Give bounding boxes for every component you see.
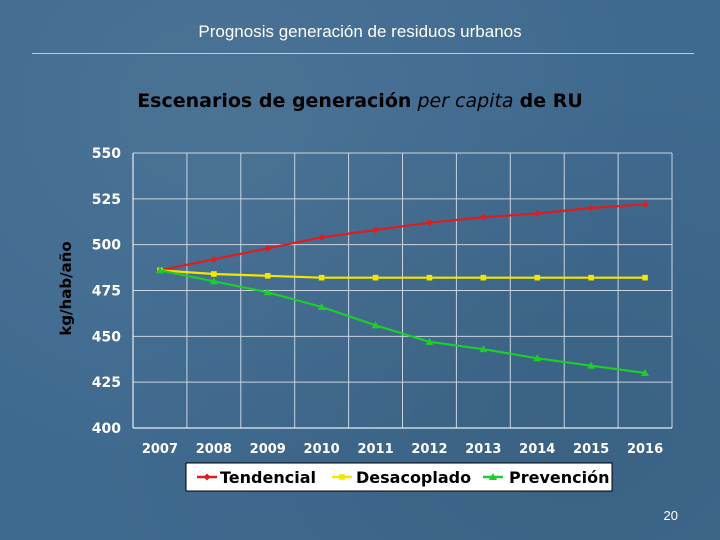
legend-item: Tendencial xyxy=(197,468,316,487)
data-point xyxy=(372,274,379,281)
legend-label: Tendencial xyxy=(220,468,316,487)
x-tick-label: 2009 xyxy=(250,442,286,457)
chart-title-main: Escenarios de generación xyxy=(137,90,412,112)
legend-label: Desacoplado xyxy=(356,468,471,487)
data-point xyxy=(425,337,434,345)
data-point xyxy=(479,213,487,221)
legend-item: Desacoplado xyxy=(332,468,471,487)
data-point xyxy=(264,244,272,252)
data-point xyxy=(479,345,488,353)
legend-marker xyxy=(339,474,345,480)
data-point xyxy=(155,266,164,274)
series-line xyxy=(159,269,646,375)
data-point xyxy=(533,210,541,217)
x-tick-label: 2008 xyxy=(196,442,232,457)
x-tick-label: 2014 xyxy=(519,442,555,457)
page-number: 20 xyxy=(663,508,678,523)
data-point xyxy=(371,321,380,329)
data-point xyxy=(641,369,650,376)
chart-title: Escenarios de generación per capita de R… xyxy=(0,90,720,112)
data-point xyxy=(263,288,272,296)
data-point xyxy=(318,274,325,281)
data-point xyxy=(264,273,271,279)
series-line xyxy=(159,203,646,272)
x-tick-label: 2013 xyxy=(465,442,501,457)
data-point xyxy=(641,200,649,208)
y-tick-label: 475 xyxy=(92,284,121,300)
data-point xyxy=(426,274,433,281)
data-point xyxy=(211,271,217,277)
x-tick-label: 2016 xyxy=(627,442,663,457)
data-point xyxy=(587,204,595,212)
x-tick-label: 2010 xyxy=(304,442,340,457)
data-point xyxy=(317,303,326,310)
y-tick-label: 500 xyxy=(92,238,121,254)
chart-title-italic: per capita xyxy=(417,90,514,112)
data-point xyxy=(534,274,541,281)
legend-marker xyxy=(489,473,497,480)
data-point xyxy=(642,274,648,281)
data-point xyxy=(209,277,218,285)
y-tick-label: 400 xyxy=(92,421,121,437)
data-point xyxy=(480,274,487,281)
y-tick-label: 550 xyxy=(92,146,121,162)
legend-box xyxy=(185,462,613,492)
legend-label: Prevención xyxy=(509,468,610,487)
legend-marker xyxy=(203,473,211,481)
data-point xyxy=(210,255,218,263)
data-point xyxy=(318,233,326,241)
series-prevención xyxy=(155,266,650,376)
legend: Tendencial Desacoplado Prevención xyxy=(185,462,613,492)
data-point xyxy=(588,274,594,281)
legend-item: Prevención xyxy=(483,468,610,487)
x-tick-label: 2012 xyxy=(411,442,447,457)
y-tick-label: 525 xyxy=(92,192,121,208)
x-tick-label: 2015 xyxy=(573,442,609,457)
x-tick-label: 2007 xyxy=(142,442,178,457)
data-point xyxy=(587,361,596,369)
data-point xyxy=(372,226,380,234)
title-divider xyxy=(32,53,694,54)
slide-title: Prognosis generación de residuos urbanos xyxy=(198,22,522,41)
series-line xyxy=(159,269,646,279)
data-point xyxy=(533,354,542,362)
y-tick-label: 450 xyxy=(92,329,121,345)
x-tick-label: 2011 xyxy=(357,442,393,457)
y-axis-label: kg/hab/año xyxy=(57,241,75,335)
y-tick-label: 425 xyxy=(92,375,121,391)
chart-title-end: de RU xyxy=(519,90,583,112)
data-point xyxy=(425,219,433,227)
